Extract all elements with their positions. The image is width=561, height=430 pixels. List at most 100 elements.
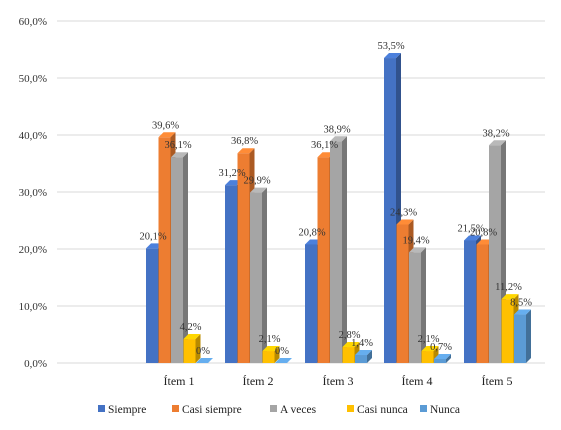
bar-front (146, 248, 158, 363)
data-labels: 20,1% 39,6% 36,1% 4,2% 0% 31,2% 36,8% 29,9% 2,1%… (139, 41, 532, 357)
bar-top (342, 342, 360, 348)
legend-label: Siempre (108, 404, 146, 416)
bar-front (225, 185, 237, 363)
bar-top (514, 309, 531, 315)
x-category-label: Ítem 3 (323, 374, 354, 388)
bar-front (489, 145, 501, 363)
bar (171, 152, 188, 363)
data-label: 11,2% (495, 282, 522, 293)
bar-top (489, 140, 506, 146)
data-label: 21,5% (457, 223, 484, 234)
data-label: 0,7% (430, 342, 452, 353)
bar-front (464, 240, 476, 363)
bar-side (195, 334, 201, 363)
bar-top (275, 358, 292, 363)
bar-front (409, 252, 421, 363)
bar (434, 354, 451, 363)
bar-front (237, 153, 250, 363)
x-category-label: Ítem 5 (482, 374, 513, 388)
data-label: 4,2% (180, 322, 202, 333)
x-axis-category-labels: Ítem 1 Ítem 2 Ítem 3 Ítem 4 Ítem 5 (164, 374, 513, 388)
data-label: 20,8% (470, 227, 497, 238)
data-label: 19,4% (402, 235, 429, 246)
bar-front (305, 244, 317, 363)
bar-top (250, 187, 267, 193)
bar (409, 247, 426, 363)
legend-label: A veces (280, 404, 317, 416)
data-label: 39,6% (152, 120, 179, 131)
data-label: 0% (275, 346, 289, 357)
bar-front (250, 192, 262, 363)
bar-side (342, 136, 347, 363)
bar-side (274, 346, 280, 363)
data-label: 36,1% (164, 140, 191, 151)
bar-top (183, 334, 201, 340)
legend: Siempre Casi siempre A veces Casi nunca Nunc… (98, 404, 460, 416)
bar-front (421, 351, 434, 363)
bar-top (171, 152, 188, 158)
x-category-label: Ítem 2 (243, 374, 274, 388)
bar (330, 136, 347, 363)
bar-side (421, 247, 426, 363)
bar-side (183, 152, 188, 363)
bar-top (421, 346, 439, 352)
bar-front (342, 347, 355, 363)
bar (355, 350, 372, 363)
bar-front (262, 351, 275, 363)
bars (146, 53, 531, 364)
legend-swatch (172, 405, 179, 412)
legend-swatch (347, 405, 354, 412)
grid-lines (57, 20, 545, 364)
data-label: 38,9% (323, 124, 350, 135)
data-label: 31,2% (218, 168, 245, 179)
y-axis-tick-labels: 0,0% 10,0% 20,0% 30,0% 40,0% 50,0% 60,0% (19, 16, 47, 370)
bar (514, 309, 531, 363)
bar-front (514, 314, 526, 363)
data-label: 2,8% (339, 330, 361, 341)
bar-front (183, 339, 196, 363)
bar (196, 358, 213, 364)
data-label: 2,1% (418, 334, 440, 345)
data-label: 29,9% (243, 176, 270, 187)
bar-top (434, 354, 451, 360)
data-label: 20,8% (298, 227, 325, 238)
data-label: 0% (196, 346, 210, 357)
data-label: 38,2% (482, 128, 509, 139)
bar-front (355, 355, 367, 363)
y-tick-label: 40,0% (19, 130, 47, 142)
bar-top (237, 148, 255, 154)
bar-front (396, 224, 409, 363)
bar-top (384, 53, 401, 59)
data-label: 1,4% (351, 338, 373, 349)
legend-swatch (420, 405, 427, 412)
data-label: 8,5% (510, 298, 532, 309)
bar-front (434, 359, 446, 363)
bar-top (330, 136, 347, 142)
bar-front (158, 137, 171, 363)
bar-front (171, 157, 183, 363)
x-category-label: Ítem 4 (402, 374, 433, 388)
data-label: 53,5% (377, 41, 404, 52)
legend-label: Nunca (430, 404, 460, 416)
bar-top (396, 219, 414, 225)
y-tick-label: 10,0% (19, 301, 47, 313)
bar-top (262, 346, 280, 352)
bar-side (526, 309, 531, 363)
legend-label: Casi nunca (357, 404, 408, 416)
bar (183, 334, 201, 363)
bar-front (501, 299, 514, 363)
bar-side (446, 354, 451, 363)
data-label: 24,3% (390, 207, 417, 218)
legend-label: Casi siempre (182, 404, 242, 416)
legend-swatch (270, 405, 277, 412)
legend-swatch (98, 405, 105, 412)
bar-front (330, 141, 342, 363)
bar-front (476, 244, 489, 363)
y-tick-label: 30,0% (19, 187, 47, 199)
bar-top (464, 235, 481, 241)
data-label: 36,8% (231, 136, 258, 147)
bar (262, 346, 280, 363)
x-category-label: Ítem 1 (164, 374, 195, 388)
bar-side (262, 187, 267, 363)
